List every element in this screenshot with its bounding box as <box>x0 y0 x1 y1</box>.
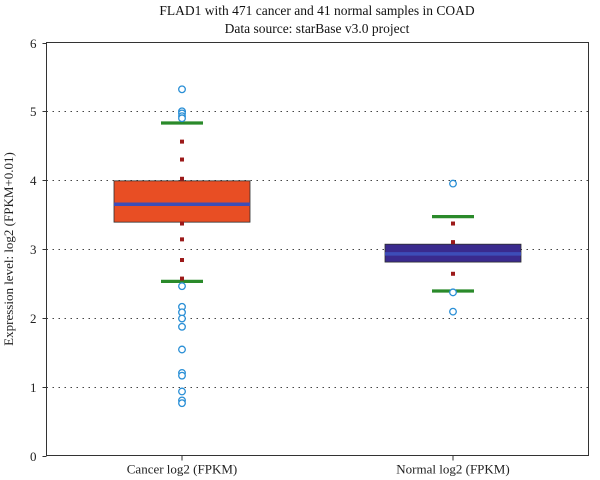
normal-outlier <box>449 179 457 188</box>
x-tick-label: Cancer log2 (FPKM) <box>127 462 238 477</box>
cancer-outlier <box>178 114 186 123</box>
normal-inner-point <box>451 271 455 276</box>
cancer-inner-point <box>180 157 184 162</box>
cancer-inner-point <box>180 237 184 242</box>
y-tick-label: 4 <box>30 173 37 188</box>
cancer-outlier <box>178 322 186 331</box>
y-tick-label: 1 <box>30 380 37 395</box>
cancer-outlier <box>178 85 186 94</box>
y-axis-label: Expression level: log2 (FPKM+0.01) <box>1 152 16 346</box>
cancer-outlier <box>178 371 186 380</box>
cancer-inner-point <box>180 276 184 281</box>
y-tick-label: 5 <box>30 104 37 119</box>
y-tick-label: 6 <box>30 36 37 51</box>
y-tick-label: 3 <box>30 242 37 257</box>
cancer-inner-point <box>180 139 184 144</box>
cancer-box <box>113 180 251 223</box>
cancer-outlier <box>178 314 186 323</box>
cancer-outlier <box>178 387 186 396</box>
chart-subtitle: Data source: starBase v3.0 project <box>225 21 410 36</box>
plot-frame <box>46 42 589 456</box>
normal-outlier <box>449 288 457 297</box>
chart-title: FLAD1 with 471 cancer and 41 normal samp… <box>159 3 475 18</box>
boxes <box>113 121 522 293</box>
cancer-inner-point <box>180 258 184 263</box>
y-axis-ticks: 0 1 2 3 4 5 6 <box>30 36 47 464</box>
cancer-outlier <box>178 282 186 291</box>
y-tick-label: 0 <box>30 449 37 464</box>
cancer-outlier <box>178 345 186 354</box>
normal-inner-point <box>451 221 455 226</box>
x-axis-ticks: Cancer log2 (FPKM) Normal log2 (FPKM) <box>127 455 510 477</box>
normal-outlier <box>449 307 457 316</box>
x-tick-label: Normal log2 (FPKM) <box>396 462 509 477</box>
cancer-outlier <box>178 399 186 408</box>
normal-inner-point <box>451 240 455 245</box>
points <box>178 85 457 408</box>
cancer-inner-point <box>180 176 184 181</box>
cancer-inner-point <box>180 221 184 226</box>
y-tick-label: 2 <box>30 311 37 326</box>
